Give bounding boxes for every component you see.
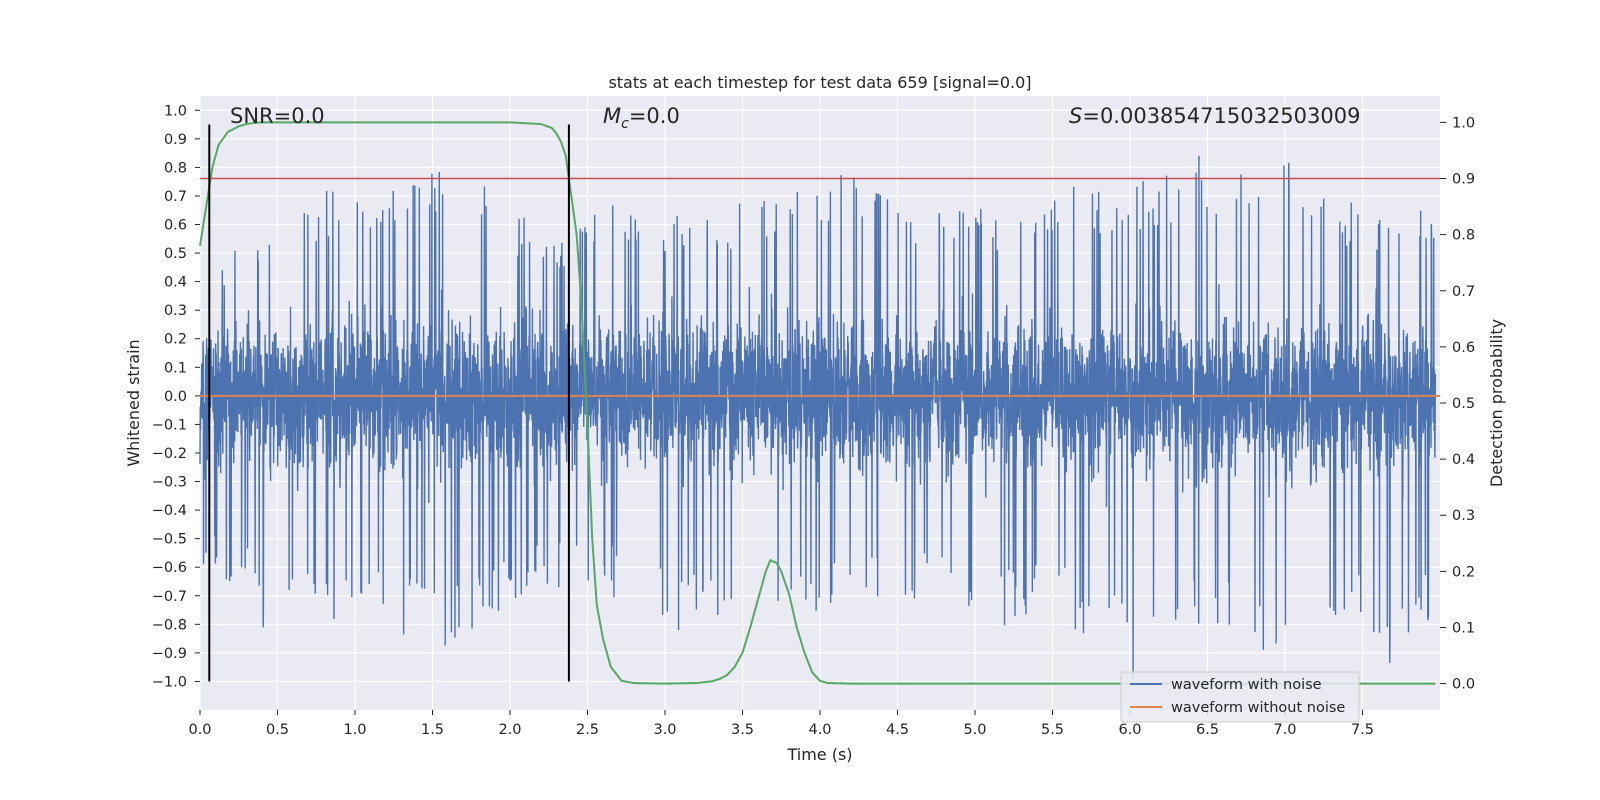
- y2-tick-label: 0.4: [1452, 452, 1475, 468]
- y2-tick-label: 0.9: [1452, 172, 1475, 188]
- mc-symbol: M: [603, 104, 621, 128]
- y-tick-label: 0.2: [164, 332, 187, 348]
- y-axis-label: Whitened strain: [124, 339, 143, 466]
- s-symbol: S: [1069, 104, 1082, 128]
- y-tick-label: 0.9: [164, 132, 187, 148]
- x-tick-label: 4.5: [886, 722, 909, 738]
- y2-tick-label: 0.0: [1452, 677, 1475, 693]
- plot: [199, 121, 1440, 685]
- x-tick-label: 7.5: [1351, 722, 1374, 738]
- y-tick-label: −1.0: [152, 674, 187, 690]
- x-tick-label: 1.0: [343, 722, 366, 738]
- y-tick-label: −0.6: [152, 560, 187, 576]
- y2-tick-label: 0.6: [1452, 340, 1475, 356]
- y2-tick-label: 0.3: [1452, 508, 1475, 524]
- x-tick-label: 5.0: [963, 722, 986, 738]
- mc-value: =0.0: [629, 104, 680, 128]
- y-tick-label: −0.9: [152, 646, 187, 662]
- y-tick-label: −0.3: [152, 475, 187, 491]
- x-tick-label: 6.5: [1196, 722, 1219, 738]
- y2-tick-label: 0.1: [1452, 620, 1475, 636]
- y-tick-label: −0.4: [152, 503, 187, 519]
- y-tick-label: 0.4: [164, 275, 187, 291]
- s-value: =0.003854715032503009: [1082, 104, 1360, 128]
- y-tick-label: −0.5: [152, 532, 187, 548]
- x-tick-label: 0.0: [188, 722, 211, 738]
- y-tick-label: −0.7: [152, 589, 187, 605]
- x-tick-label: 3.0: [653, 722, 676, 738]
- y-tick-label: 0.0: [164, 389, 187, 405]
- x-tick-label: 4.0: [808, 722, 831, 738]
- chart-title: stats at each timestep for test data 659…: [608, 73, 1031, 92]
- y-tick-label: −0.2: [152, 446, 187, 462]
- x-tick-label: 7.0: [1273, 722, 1296, 738]
- snr-annotation: SNR=0.0: [230, 104, 325, 128]
- y2-tick-label: 0.5: [1452, 396, 1475, 412]
- y2-tick-label: 1.0: [1452, 115, 1475, 131]
- x-tick-label: 6.0: [1118, 722, 1141, 738]
- legend: waveform with noise waveform without noi…: [1120, 671, 1360, 723]
- x-tick-label: 2.5: [576, 722, 599, 738]
- legend-label-noise: waveform with noise: [1171, 677, 1322, 693]
- mc-subscript: c: [621, 116, 629, 132]
- s-annotation: S=0.003854715032503009: [1069, 104, 1360, 128]
- series-waveform-with-noise: [199, 155, 1437, 679]
- legend-label-clean: waveform without noise: [1171, 700, 1345, 716]
- x-tick-label: 5.5: [1041, 722, 1064, 738]
- y-tick-label: −0.8: [152, 617, 187, 633]
- y2-tick-label: 0.7: [1452, 284, 1475, 300]
- y2-tick-label: 0.8: [1452, 228, 1475, 244]
- y-tick-label: 0.8: [164, 160, 187, 176]
- y-tick-label: 0.3: [164, 303, 187, 319]
- series-detection-probability: [199, 121, 1436, 685]
- mc-annotation: Mc=0.0: [603, 104, 680, 132]
- y-tick-label: 0.7: [164, 189, 187, 205]
- y2-tick-label: 0.2: [1452, 564, 1475, 580]
- x-tick-label: 1.5: [421, 722, 444, 738]
- y2-axis-label: Detection probability: [1487, 319, 1506, 487]
- x-axis-label: Time (s): [786, 745, 852, 764]
- y-tick-label: 0.5: [164, 246, 187, 262]
- y-tick-label: 0.6: [164, 218, 187, 234]
- x-tick-label: 3.5: [731, 722, 754, 738]
- y-tick-label: −0.1: [152, 417, 187, 433]
- axes: 0.0 0.5 1.0 1.5 2.0 2.5 3.0 3.5 4.0 4.5 5.0 5.5 6.0 6…: [152, 103, 1475, 738]
- y-tick-label: 1.0: [164, 103, 187, 119]
- x-tick-label: 0.5: [266, 722, 289, 738]
- x-tick-label: 2.0: [498, 722, 521, 738]
- y-tick-label: 0.1: [164, 360, 187, 376]
- legend-box: [1120, 671, 1360, 723]
